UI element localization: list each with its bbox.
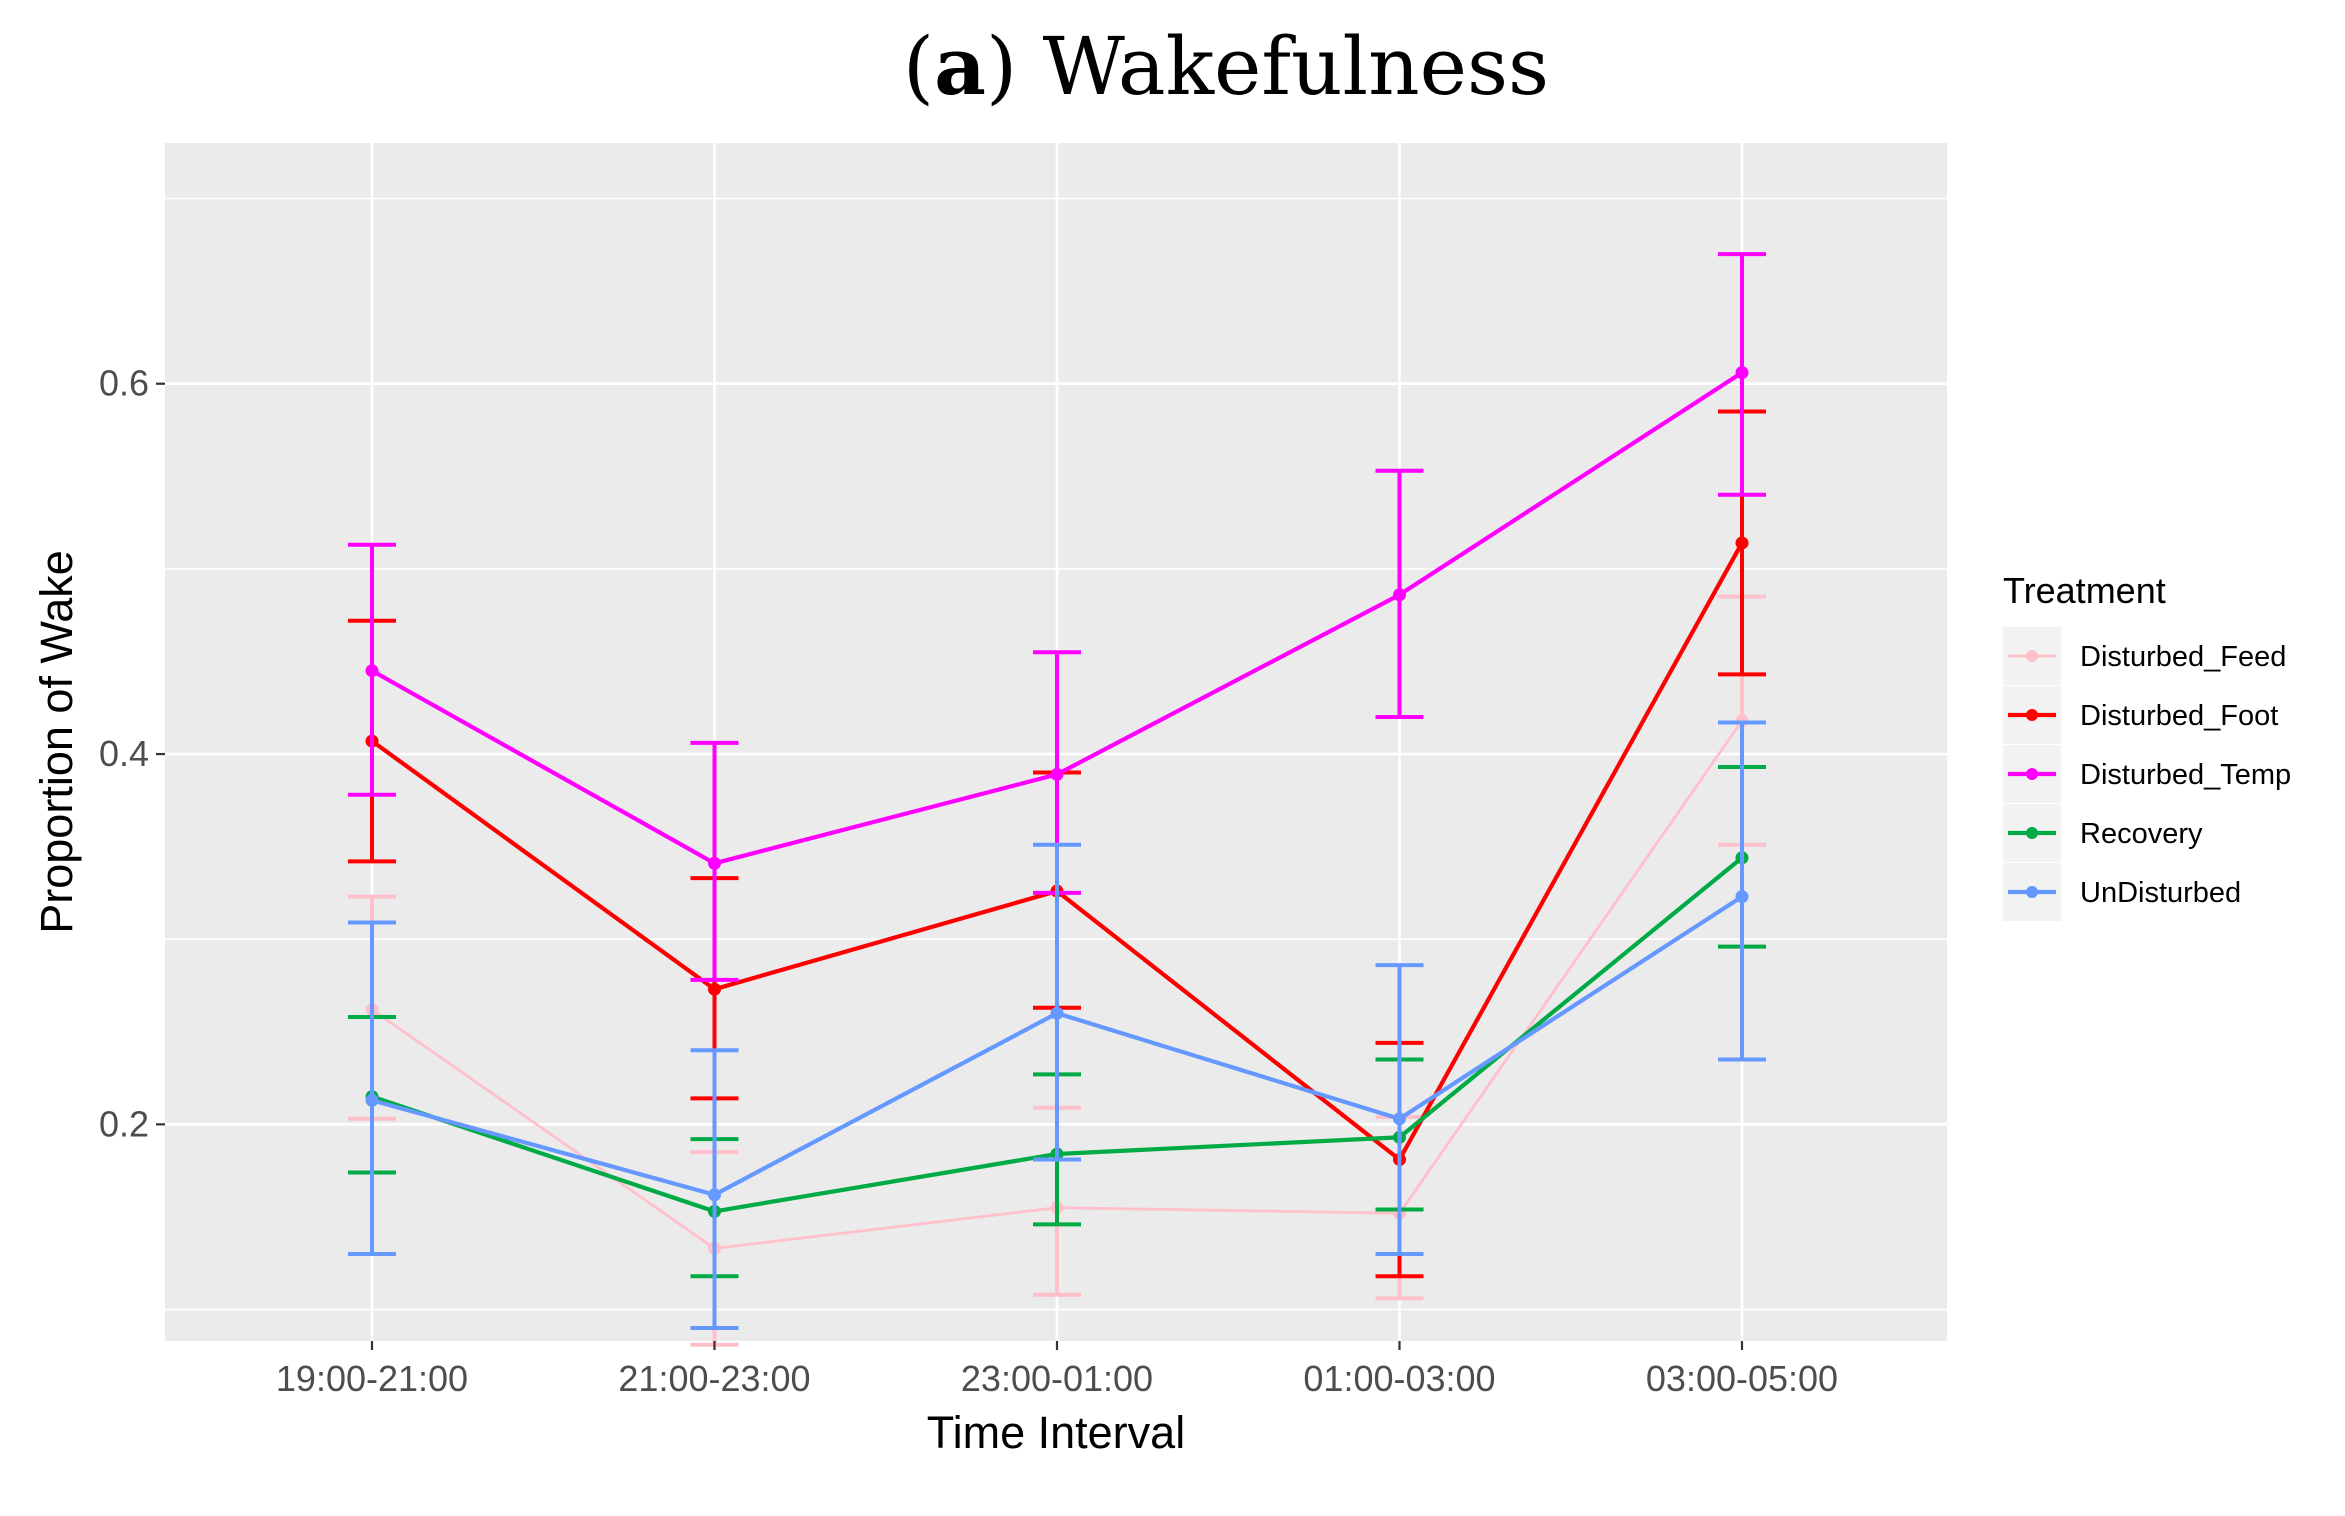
legend-label-Disturbed_Feed: Disturbed_Feed [2080, 641, 2286, 673]
legend-key-point-Disturbed_Feed [2026, 650, 2038, 662]
axis-ticks [156, 382, 1744, 1350]
legend-label-Disturbed_Temp: Disturbed_Temp [2080, 759, 2291, 791]
legend-item-Disturbed_Feed: Disturbed_Feed [2003, 627, 2286, 685]
point-Disturbed_Temp-1 [708, 856, 721, 870]
series-layer [348, 252, 1766, 1347]
legend-key-point-UnDisturbed [2026, 886, 2038, 898]
legend: Treatment Disturbed_Feed Disturbed_Foot Di… [2003, 570, 2291, 921]
legend-label-Disturbed_Foot: Disturbed_Foot [2080, 700, 2278, 732]
point-UnDisturbed-0 [365, 1093, 379, 1107]
legend-item-Disturbed_Temp: Disturbed_Temp [2003, 745, 2291, 803]
tick-labels: 0.2 0.4 0.6 19:00-21:00 21:00-23:00 23:00-01:… [99, 363, 1838, 1399]
x-tick-label-0: 19:00-21:00 [276, 1358, 468, 1399]
x-tick-label-4: 03:00-05:00 [1646, 1358, 1838, 1399]
legend-item-Disturbed_Foot: Disturbed_Foot [2003, 686, 2278, 744]
legend-label-Recovery: Recovery [2080, 818, 2203, 850]
point-UnDisturbed-4 [1735, 890, 1749, 904]
point-Disturbed_Temp-3 [1393, 588, 1406, 602]
legend-key-point-Disturbed_Temp [2026, 768, 2038, 780]
x-tick-label-2: 23:00-01:00 [961, 1358, 1153, 1399]
y-tick-label-1: 0.4 [99, 733, 149, 774]
y-tick-label-2: 0.6 [99, 363, 149, 404]
point-Disturbed_Foot-1 [708, 982, 721, 996]
legend-key-point-Disturbed_Foot [2026, 709, 2038, 721]
series-UnDisturbed [348, 720, 1766, 1331]
x-tick-label-1: 21:00-23:00 [618, 1358, 810, 1399]
point-UnDisturbed-2 [1050, 1006, 1064, 1020]
x-tick-label-3: 01:00-03:00 [1303, 1358, 1495, 1399]
x-axis-title: Time Interval [927, 1407, 1185, 1458]
point-Disturbed_Temp-0 [365, 664, 379, 678]
series-Disturbed_Temp [348, 252, 1766, 982]
point-Disturbed_Temp-2 [1050, 767, 1064, 781]
legend-key-point-Recovery [2026, 827, 2038, 839]
point-UnDisturbed-3 [1393, 1112, 1406, 1126]
legend-item-UnDisturbed: UnDisturbed [2003, 863, 2241, 921]
chart-title: (a) Wakefulness [903, 19, 1549, 113]
legend-item-Recovery: Recovery [2003, 804, 2203, 862]
point-Disturbed_Foot-4 [1735, 536, 1749, 550]
point-Disturbed_Temp-4 [1735, 366, 1749, 380]
y-tick-label-0: 0.2 [99, 1103, 149, 1144]
y-axis-title: Proportion of Wake [31, 550, 82, 934]
legend-label-UnDisturbed: UnDisturbed [2080, 877, 2241, 909]
point-UnDisturbed-1 [708, 1188, 721, 1202]
legend-title: Treatment [2003, 570, 2166, 611]
